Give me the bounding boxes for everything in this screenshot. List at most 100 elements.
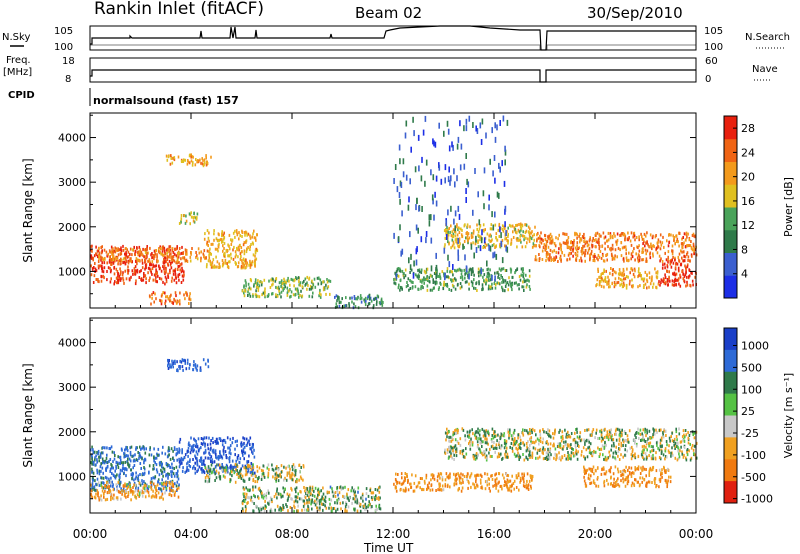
velocity-cell (395, 479, 398, 483)
velocity-cell (572, 438, 575, 442)
velocity-cell (676, 438, 678, 442)
power-cell (145, 281, 147, 285)
velocity-cell (498, 442, 500, 446)
velocity-cell (158, 487, 160, 491)
power-cell (497, 281, 500, 285)
power-cell (652, 252, 654, 256)
power-cell (471, 267, 474, 274)
power-cell (234, 255, 237, 259)
power-cell (510, 224, 512, 228)
power-cell (180, 214, 183, 217)
power-cell (249, 248, 251, 251)
velocity-cell (331, 509, 333, 513)
power-cell (323, 286, 326, 290)
power-cell (678, 244, 680, 248)
velocity-cell (167, 364, 169, 368)
power-cell (432, 198, 434, 205)
power-cell (162, 291, 164, 295)
velocity-cell (527, 488, 530, 491)
power-cell (450, 205, 452, 212)
power-cell (620, 232, 623, 236)
velocity-cell (169, 482, 171, 486)
power-cell (590, 249, 593, 253)
power-cell (566, 258, 568, 262)
velocity-cell (119, 490, 121, 494)
power-cell (227, 254, 229, 258)
power-cell (478, 280, 480, 284)
power-cell (547, 257, 549, 261)
power-cell (236, 233, 239, 237)
power-cell (308, 276, 311, 280)
velocity-cell (92, 476, 94, 480)
velocity-cell (538, 442, 540, 446)
power-cell (293, 284, 295, 288)
power-cell (402, 158, 405, 165)
power-cell (115, 276, 118, 280)
power-cell (195, 251, 197, 254)
power-cell (189, 259, 192, 263)
power-cell (567, 236, 570, 239)
velocity-cell (245, 466, 247, 470)
power-cell (650, 245, 653, 249)
velocity-cell (334, 495, 337, 498)
power-cell (491, 282, 493, 286)
power-cell (343, 304, 345, 308)
velocity-cell (96, 458, 98, 462)
power-cell (486, 275, 488, 279)
velocity-cell (589, 433, 592, 437)
velocity-cell (566, 447, 568, 450)
power-cell (551, 239, 553, 243)
power-cell (186, 162, 189, 166)
power-cell (562, 232, 564, 236)
power-cell (442, 287, 445, 291)
power-cell (482, 268, 484, 272)
power-cell (651, 247, 653, 251)
power-cell (675, 262, 677, 266)
power-cell (224, 258, 227, 262)
velocity-cell (554, 447, 557, 451)
velocity-cell (464, 438, 467, 442)
velocity-cell (246, 441, 249, 445)
power-cell (336, 299, 338, 303)
velocity-cell (365, 487, 368, 491)
power-cell (207, 236, 210, 240)
velocity-cell (193, 448, 195, 452)
velocity-cell (618, 442, 620, 446)
velocity-cell (490, 474, 492, 478)
velocity-cell (247, 460, 250, 464)
power-cell (692, 242, 695, 246)
velocity-cell (101, 466, 104, 470)
power-cell (591, 239, 594, 243)
power-cell (638, 235, 640, 239)
power-cell (193, 212, 195, 216)
power-cell (642, 258, 645, 262)
velocity-cell (143, 466, 145, 469)
power-cell (230, 256, 233, 260)
velocity-cell (127, 495, 129, 498)
velocity-cell (370, 491, 373, 495)
power-cell (650, 242, 652, 246)
velocity-cell (162, 482, 165, 486)
velocity-cell (185, 469, 188, 473)
power-cell (488, 279, 490, 282)
power-cell (485, 278, 487, 282)
power-cell (97, 255, 99, 258)
power-cell (670, 233, 672, 237)
power-cell (106, 270, 108, 273)
velocity-cell (135, 496, 138, 500)
power-cell (369, 297, 371, 301)
power-cell (586, 240, 588, 244)
power-cell (127, 271, 129, 275)
velocity-cell (488, 482, 490, 486)
power-cell (155, 268, 157, 272)
velocity-cell (286, 505, 288, 509)
power-cell (536, 239, 538, 243)
power-cell (164, 260, 166, 264)
power-cell (548, 254, 551, 258)
power-cell (632, 235, 634, 239)
power-cell (676, 278, 678, 282)
velocity-cell (182, 466, 184, 470)
power-cell (200, 161, 202, 165)
velocity-cell (102, 471, 104, 475)
power-cell (228, 244, 230, 248)
